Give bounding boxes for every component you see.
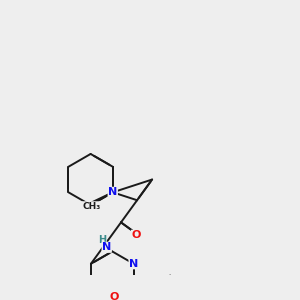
Text: H: H — [98, 235, 106, 245]
Text: CH₃: CH₃ — [82, 202, 100, 211]
Text: O: O — [131, 230, 141, 240]
Text: O: O — [109, 292, 119, 300]
Text: N: N — [129, 259, 138, 269]
Text: N: N — [108, 187, 117, 197]
Text: N: N — [102, 242, 111, 252]
